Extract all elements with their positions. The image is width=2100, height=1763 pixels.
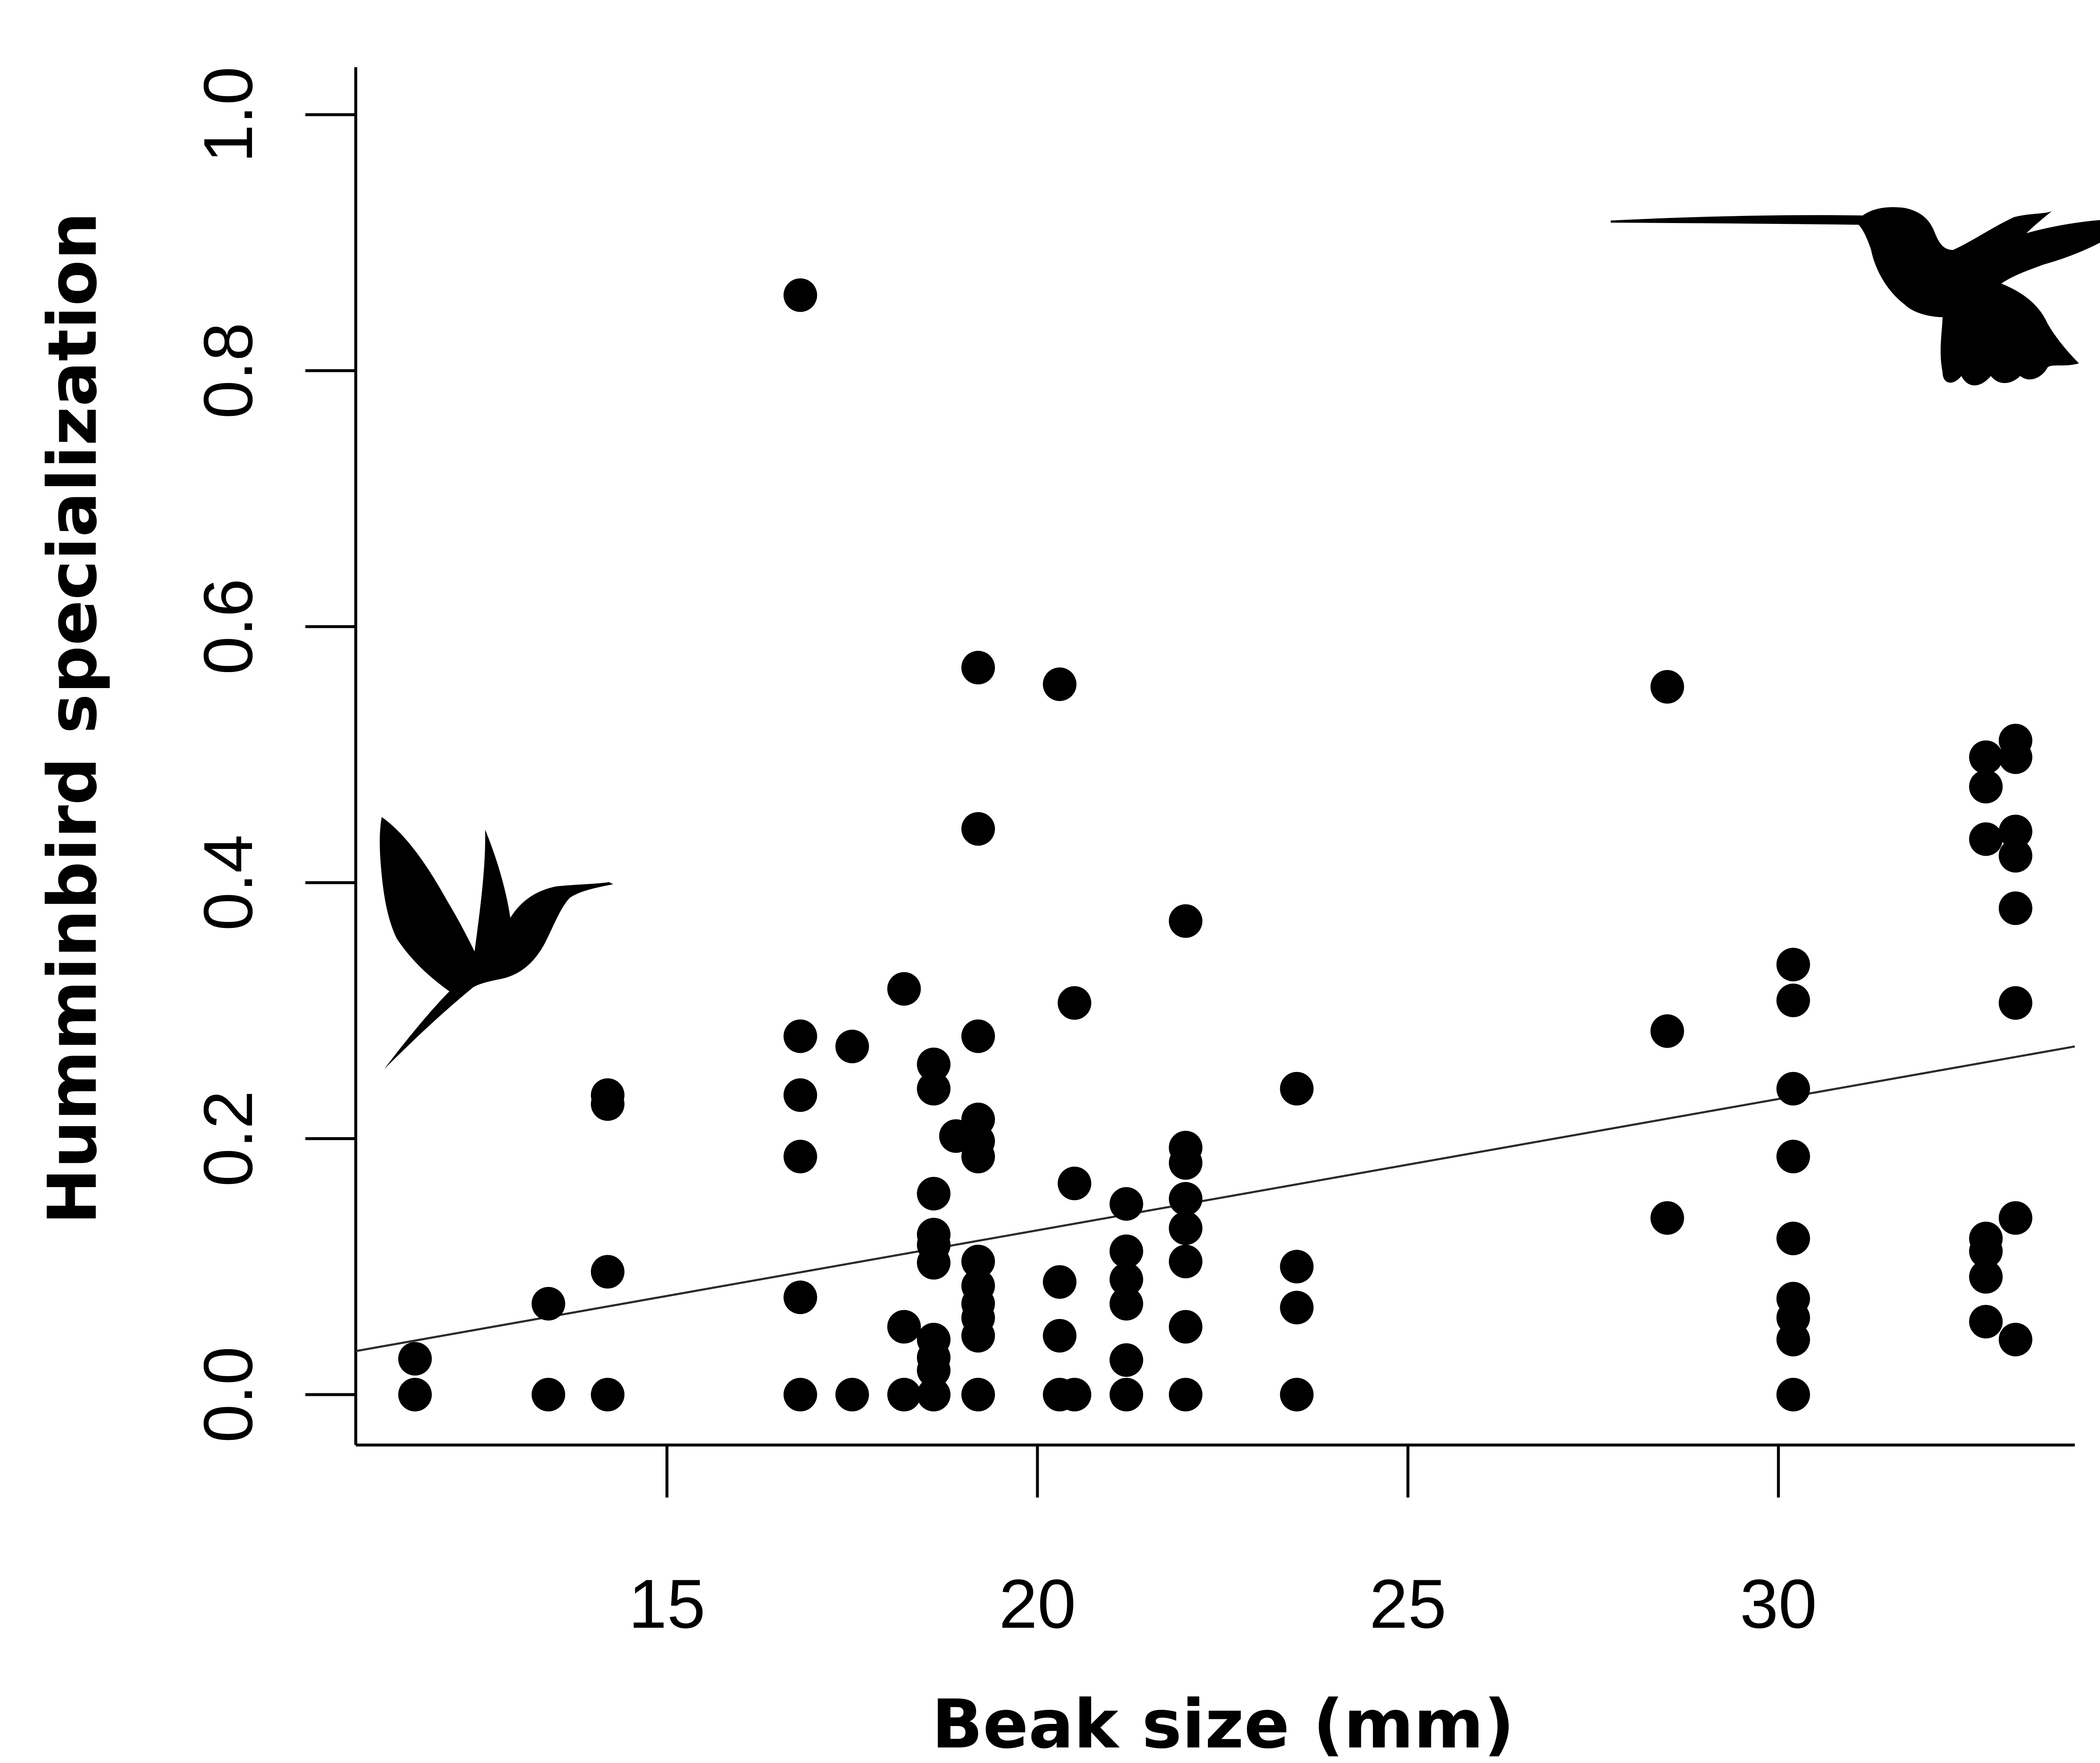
data-point bbox=[1998, 1322, 2032, 1356]
data-point bbox=[961, 1269, 995, 1303]
data-point bbox=[531, 1378, 565, 1411]
data-point bbox=[591, 1378, 625, 1411]
x-tick-label: 15 bbox=[628, 1565, 706, 1642]
data-point bbox=[1998, 815, 2032, 849]
data-point bbox=[1168, 1182, 1202, 1216]
data-point bbox=[887, 972, 921, 1006]
data-point bbox=[961, 812, 995, 846]
data-point bbox=[1969, 1260, 2003, 1294]
data-point bbox=[1969, 1222, 2003, 1256]
data-point bbox=[1109, 1262, 1143, 1296]
y-ticks: 0.0 0.2 0.4 0.6 0.8 1.0 bbox=[189, 66, 356, 1443]
data-point bbox=[961, 1102, 995, 1136]
data-point bbox=[887, 1310, 921, 1344]
data-point bbox=[1280, 1072, 1314, 1106]
data-point bbox=[1058, 986, 1092, 1020]
data-point bbox=[1650, 1014, 1684, 1048]
data-point bbox=[961, 651, 995, 685]
x-tick-label: 25 bbox=[1369, 1565, 1446, 1642]
data-point bbox=[961, 1378, 995, 1411]
data-point bbox=[1280, 1378, 1314, 1411]
data-point bbox=[961, 1019, 995, 1053]
data-point bbox=[1776, 1072, 1810, 1106]
data-point bbox=[835, 1378, 869, 1411]
data-point bbox=[835, 1030, 869, 1064]
data-point bbox=[398, 1342, 432, 1376]
x-tick-label: 30 bbox=[1740, 1565, 1817, 1642]
data-point bbox=[783, 1378, 817, 1411]
data-point bbox=[1168, 1245, 1202, 1279]
data-point bbox=[1168, 1130, 1202, 1164]
data-point bbox=[1109, 1187, 1143, 1221]
data-point bbox=[591, 1078, 625, 1112]
data-point bbox=[917, 1072, 951, 1106]
data-point bbox=[917, 1177, 951, 1211]
data-point bbox=[783, 1019, 817, 1053]
data-point bbox=[961, 1245, 995, 1279]
data-points bbox=[398, 278, 2032, 1411]
data-point bbox=[917, 1047, 951, 1081]
data-point bbox=[1043, 667, 1077, 701]
data-point bbox=[1168, 1310, 1202, 1344]
y-tick-label: 0.6 bbox=[189, 578, 267, 675]
data-point bbox=[1969, 1305, 2003, 1339]
data-point bbox=[887, 1378, 921, 1411]
data-point bbox=[1776, 1282, 1810, 1316]
data-point bbox=[1168, 1378, 1202, 1411]
data-point bbox=[917, 1378, 951, 1411]
y-axis-title: Humminbird specialization bbox=[33, 212, 112, 1224]
x-axis-title: Beak size (mm) bbox=[932, 1685, 1515, 1763]
data-point bbox=[1776, 948, 1810, 982]
data-point bbox=[1058, 1378, 1092, 1411]
data-point bbox=[1168, 904, 1202, 938]
y-tick-label: 0.4 bbox=[189, 835, 267, 931]
data-point bbox=[917, 1322, 951, 1356]
data-point bbox=[1168, 1211, 1202, 1245]
data-point bbox=[1043, 1319, 1077, 1353]
data-point bbox=[1109, 1343, 1143, 1377]
y-tick-label: 1.0 bbox=[189, 66, 267, 163]
data-point bbox=[783, 278, 817, 312]
y-tick-label: 0.2 bbox=[189, 1090, 267, 1187]
data-point bbox=[1058, 1167, 1092, 1201]
axes bbox=[354, 67, 2075, 1447]
data-point bbox=[1650, 1201, 1684, 1235]
data-point bbox=[1109, 1378, 1143, 1411]
x-ticks: 15 20 25 30 bbox=[628, 1445, 1817, 1642]
data-point bbox=[1998, 839, 2032, 873]
data-point bbox=[1109, 1287, 1143, 1321]
hummingbird-silhouette-short-beak-icon bbox=[380, 817, 613, 1069]
y-tick-label: 0.0 bbox=[189, 1346, 267, 1442]
data-point bbox=[398, 1378, 432, 1411]
data-point bbox=[591, 1255, 625, 1289]
data-point bbox=[1969, 770, 2003, 804]
data-point bbox=[1998, 723, 2032, 757]
data-point bbox=[1650, 670, 1684, 704]
y-tick-label: 0.8 bbox=[189, 323, 267, 419]
data-point bbox=[1280, 1250, 1314, 1284]
data-point bbox=[1998, 1201, 2032, 1235]
data-point bbox=[917, 1218, 951, 1252]
data-point bbox=[1998, 986, 2032, 1020]
data-point bbox=[1998, 891, 2032, 925]
data-point bbox=[1043, 1265, 1077, 1299]
data-point bbox=[783, 1078, 817, 1112]
data-point bbox=[1109, 1234, 1143, 1268]
data-point bbox=[1280, 1290, 1314, 1324]
data-point bbox=[783, 1140, 817, 1174]
data-point bbox=[1776, 983, 1810, 1017]
data-point bbox=[1776, 1140, 1810, 1174]
x-tick-label: 20 bbox=[999, 1565, 1076, 1642]
data-point bbox=[1776, 1378, 1810, 1411]
data-point bbox=[1776, 1222, 1810, 1256]
data-point bbox=[531, 1287, 565, 1321]
data-point bbox=[783, 1280, 817, 1314]
data-point bbox=[1969, 822, 2003, 856]
data-point bbox=[1969, 740, 2003, 774]
hummingbird-silhouette-long-beak-icon bbox=[1611, 207, 2100, 386]
